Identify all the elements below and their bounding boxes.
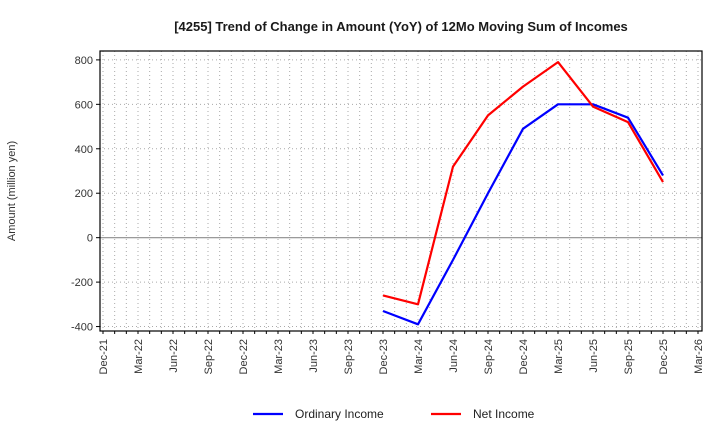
chart-title: [4255] Trend of Change in Amount (YoY) o…	[174, 19, 628, 34]
series-line-net-income	[382, 60, 664, 306]
x-tick-label: Dec-23	[378, 339, 390, 374]
x-tick-label: Mar-26	[693, 339, 705, 374]
x-tick-label: Sep-24	[483, 339, 495, 374]
series-line-ordinary-income	[382, 103, 664, 326]
y-axis-label: Amount (million yen)	[6, 141, 18, 241]
x-tick-label: Mar-24	[413, 339, 425, 374]
x-tick-label: Jun-25	[588, 339, 600, 373]
x-tick-label: Mar-25	[553, 339, 565, 374]
x-tick-label: Dec-21	[98, 339, 110, 374]
y-tick-label: 400	[75, 144, 93, 156]
x-tick-label: Dec-25	[658, 339, 670, 374]
y-tick-label: 200	[75, 188, 93, 200]
plot-border	[99, 50, 703, 332]
y-tick-label: -200	[71, 277, 93, 289]
y-tick-label: 600	[75, 99, 93, 111]
x-tick-label: Dec-24	[518, 339, 530, 374]
plot-area: -400 -200 0 200 400 600 800 Dec-21 Mar-22 Jun-22 S…	[71, 50, 705, 374]
y-tick-label: -400	[71, 322, 93, 334]
x-tick-label: Sep-25	[623, 339, 635, 374]
x-tick-label: Sep-22	[203, 339, 215, 374]
legend-label: Net Income	[473, 407, 535, 421]
x-tick-label: Sep-23	[343, 339, 355, 374]
y-tick-label: 800	[75, 55, 93, 67]
series-group	[382, 60, 664, 326]
x-tick-label: Dec-22	[238, 339, 250, 374]
x-tick-label: Jun-23	[308, 339, 320, 373]
x-tick-label: Mar-23	[273, 339, 285, 374]
x-tick-label: Mar-22	[133, 339, 145, 374]
legend-label: Ordinary Income	[295, 407, 384, 421]
x-tick-label: Jun-24	[448, 339, 460, 373]
legend: Ordinary Income Net Income	[253, 407, 535, 421]
y-tick-label: 0	[87, 233, 93, 245]
x-tick-label: Jun-22	[168, 339, 180, 373]
